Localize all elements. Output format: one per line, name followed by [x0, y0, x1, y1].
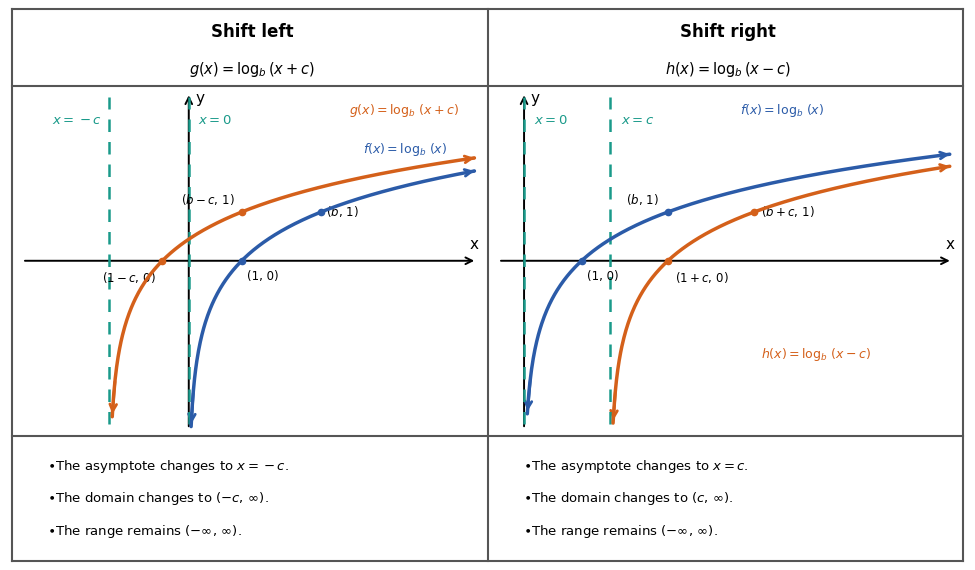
Text: y: y — [531, 91, 540, 106]
Text: $x = 0$: $x = 0$ — [534, 115, 568, 127]
Text: Shift left: Shift left — [211, 23, 293, 41]
Text: $g(x) = \log_b(x + c)$: $g(x) = \log_b(x + c)$ — [189, 60, 315, 79]
Text: $x = c$: $x = c$ — [621, 115, 654, 127]
Text: $h(x) = \log_b(x - c)$: $h(x) = \log_b(x - c)$ — [665, 60, 791, 79]
Text: $f(x) = \log_b\,(x)$: $f(x) = \log_b\,(x)$ — [740, 102, 824, 119]
Text: (1, 0): (1, 0) — [247, 270, 279, 283]
Text: $(1-c,\,0)$: $(1-c,\,0)$ — [102, 270, 156, 284]
Text: $(1+c,\,0)$: $(1+c,\,0)$ — [675, 270, 728, 284]
Text: $(b+c,\,1)$: $(b+c,\,1)$ — [761, 205, 815, 219]
Text: $\bullet$The asymptote changes to $x = -c$.: $\bullet$The asymptote changes to $x = -… — [47, 458, 290, 475]
Text: $f(x) = \log_b\,(x)$: $f(x) = \log_b\,(x)$ — [364, 141, 448, 158]
Text: y: y — [195, 91, 204, 106]
Text: Shift right: Shift right — [680, 23, 776, 41]
Text: $h(x) = \log_b\,(x - c)$: $h(x) = \log_b\,(x - c)$ — [761, 346, 872, 363]
Text: $\bullet$The domain changes to $(-c,\,\infty)$.: $\bullet$The domain changes to $(-c,\,\i… — [47, 490, 269, 507]
Text: $\bullet$The asymptote changes to $x = c$.: $\bullet$The asymptote changes to $x = c… — [523, 458, 749, 475]
Text: $(b,\,1)$: $(b,\,1)$ — [626, 192, 659, 207]
Text: $g(x) = \log_b\,(x + c)$: $g(x) = \log_b\,(x + c)$ — [349, 102, 458, 119]
Text: $\bullet$The range remains $(-\infty,\,\infty)$.: $\bullet$The range remains $(-\infty,\,\… — [523, 523, 718, 540]
Text: (1, 0): (1, 0) — [587, 270, 619, 283]
Text: $\bullet$The range remains $(-\infty,\,\infty)$.: $\bullet$The range remains $(-\infty,\,\… — [47, 523, 242, 540]
Text: $(b-c,\,1)$: $(b-c,\,1)$ — [181, 192, 235, 207]
Text: $x = -c$: $x = -c$ — [52, 115, 101, 127]
Text: $\bullet$The domain changes to $(c,\,\infty)$.: $\bullet$The domain changes to $(c,\,\in… — [523, 490, 733, 507]
Text: x: x — [470, 237, 479, 252]
Text: $(b,\,1)$: $(b,\,1)$ — [327, 205, 360, 219]
Text: $x = 0$: $x = 0$ — [198, 115, 232, 127]
Text: x: x — [946, 237, 955, 252]
